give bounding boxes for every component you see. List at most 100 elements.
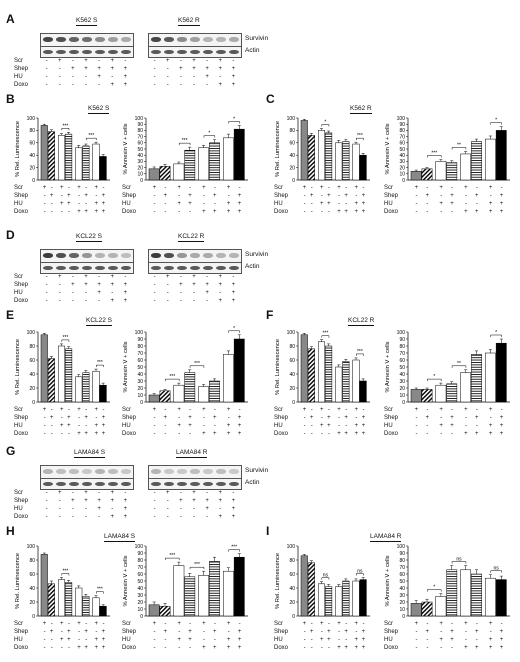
- treatment-marker: +: [67, 415, 71, 421]
- treatment-marker: +: [60, 637, 64, 643]
- treatment-marker: +: [110, 274, 115, 280]
- significance-label: *: [433, 585, 435, 591]
- actin-band: [216, 265, 227, 270]
- y-tick-label: 90: [137, 551, 143, 557]
- treatment-marker: +: [202, 185, 206, 191]
- actin-band: [150, 265, 161, 270]
- treatment-marker: +: [237, 201, 242, 207]
- significance-label: *: [495, 330, 497, 336]
- survivin-band: [229, 37, 240, 42]
- survivin-band: [108, 37, 119, 42]
- treatment-marker: -: [178, 209, 181, 215]
- treatment-marker: -: [78, 637, 81, 643]
- treatment-marker: -: [202, 629, 205, 635]
- significance-bracket: [189, 365, 205, 368]
- treatment-marker: -: [85, 514, 87, 520]
- treatment-marker: +: [177, 407, 181, 413]
- significance-bracket: [451, 147, 467, 150]
- treatment-marker: +: [67, 423, 71, 429]
- y-axis-label: % Annexin V + cells: [385, 341, 391, 392]
- treatment-marker: -: [310, 621, 313, 627]
- treatment-marker: -: [124, 58, 127, 64]
- treatment-marker: +: [464, 645, 468, 651]
- survivin-band: [55, 37, 66, 42]
- treatment-marker: +: [499, 423, 504, 429]
- treatment-marker: -: [71, 82, 74, 88]
- treatment-marker: -: [60, 431, 63, 437]
- treatment-marker: -: [67, 621, 70, 627]
- y-axis-label: % Annexin V + cells: [123, 123, 129, 174]
- treatment-marker: -: [50, 645, 53, 651]
- treatment-marker: +: [202, 431, 206, 437]
- treatment-marker: -: [179, 506, 182, 512]
- treatment-marker: -: [464, 637, 467, 643]
- treatment-marker: -: [58, 82, 61, 88]
- y-tick-label: 60: [137, 358, 143, 364]
- y-tick-label: 100: [397, 116, 406, 122]
- bar: [184, 372, 196, 403]
- treatment-marker: +: [327, 201, 331, 207]
- bar: [352, 580, 360, 617]
- bar: [82, 372, 90, 403]
- bar: [65, 133, 73, 181]
- bar: [184, 149, 196, 181]
- treatment-marker: -: [362, 185, 365, 191]
- treatment-marker: +: [205, 506, 209, 512]
- significance-label: ns: [323, 573, 329, 579]
- panel-label-e: E: [6, 308, 15, 322]
- treatment-marker: -: [98, 514, 101, 520]
- y-tick-label: 80: [29, 558, 35, 564]
- y-tick-label: 0: [32, 614, 35, 620]
- treatment-marker: +: [231, 82, 236, 88]
- chart-e-treatment-labels: Scr Shep HU Doxo: [14, 407, 29, 437]
- treatment-marker: +: [475, 415, 479, 421]
- bar: [58, 135, 66, 181]
- treatment-marker: +: [94, 407, 99, 413]
- treatment-marker: +: [213, 415, 217, 421]
- treatment-marker: -: [178, 431, 181, 437]
- treatment-marker: +: [231, 506, 236, 512]
- significance-bracket: [96, 591, 104, 594]
- y-tick-label: 60: [289, 572, 295, 578]
- treatment-marker: +: [464, 621, 468, 627]
- treatment-marker: +: [344, 629, 348, 635]
- y-tick-label: 20: [137, 600, 143, 606]
- treatment-marker: +: [231, 74, 236, 80]
- significance-bracket: [427, 378, 442, 382]
- treatment-marker: -: [98, 274, 101, 280]
- treatment-marker: -: [345, 201, 348, 207]
- treatment-marker: -: [415, 629, 418, 635]
- treatment-marker: +: [192, 274, 196, 280]
- treatment-marker: +: [439, 185, 443, 191]
- treatment-marker: +: [237, 431, 242, 437]
- significance-bracket: [356, 573, 364, 576]
- treatment-marker: +: [354, 407, 359, 413]
- treatment-marker: -: [426, 407, 429, 413]
- treatment-marker: -: [310, 637, 313, 643]
- treatment-marker: +: [231, 298, 236, 304]
- bar: [471, 354, 482, 403]
- y-tick-label: 10: [137, 607, 143, 613]
- treatment-marker: -: [206, 58, 209, 64]
- actin-band: [108, 49, 119, 54]
- treatment-marker: -: [78, 193, 81, 199]
- survivin-band: [150, 37, 161, 42]
- treatment-marker: +: [488, 185, 493, 191]
- y-tick-label: 100: [135, 544, 144, 550]
- treatment-marker: -: [426, 185, 429, 191]
- treatment-marker: +: [94, 431, 99, 437]
- treatment-marker: +: [450, 415, 454, 421]
- treatment-marker: +: [337, 185, 341, 191]
- significance-bracket: [490, 122, 502, 125]
- significance-bracket: [427, 589, 442, 592]
- treatment-marker: +: [226, 185, 231, 191]
- treatment-marker: -: [320, 415, 323, 421]
- treatment-marker: -: [153, 274, 156, 280]
- treatment-marker: +: [84, 629, 88, 635]
- chart-f-luminescence: 0 20 40 60 80 100 % Rel. Luminescence *** ***: [275, 330, 370, 406]
- chart-b2-treatment-labels: Scr Shep HU Doxo: [122, 185, 137, 215]
- treatment-marker: +: [84, 193, 88, 199]
- treatment-marker: -: [45, 290, 48, 296]
- bar: [435, 384, 447, 403]
- treatment-marker: +: [67, 629, 71, 635]
